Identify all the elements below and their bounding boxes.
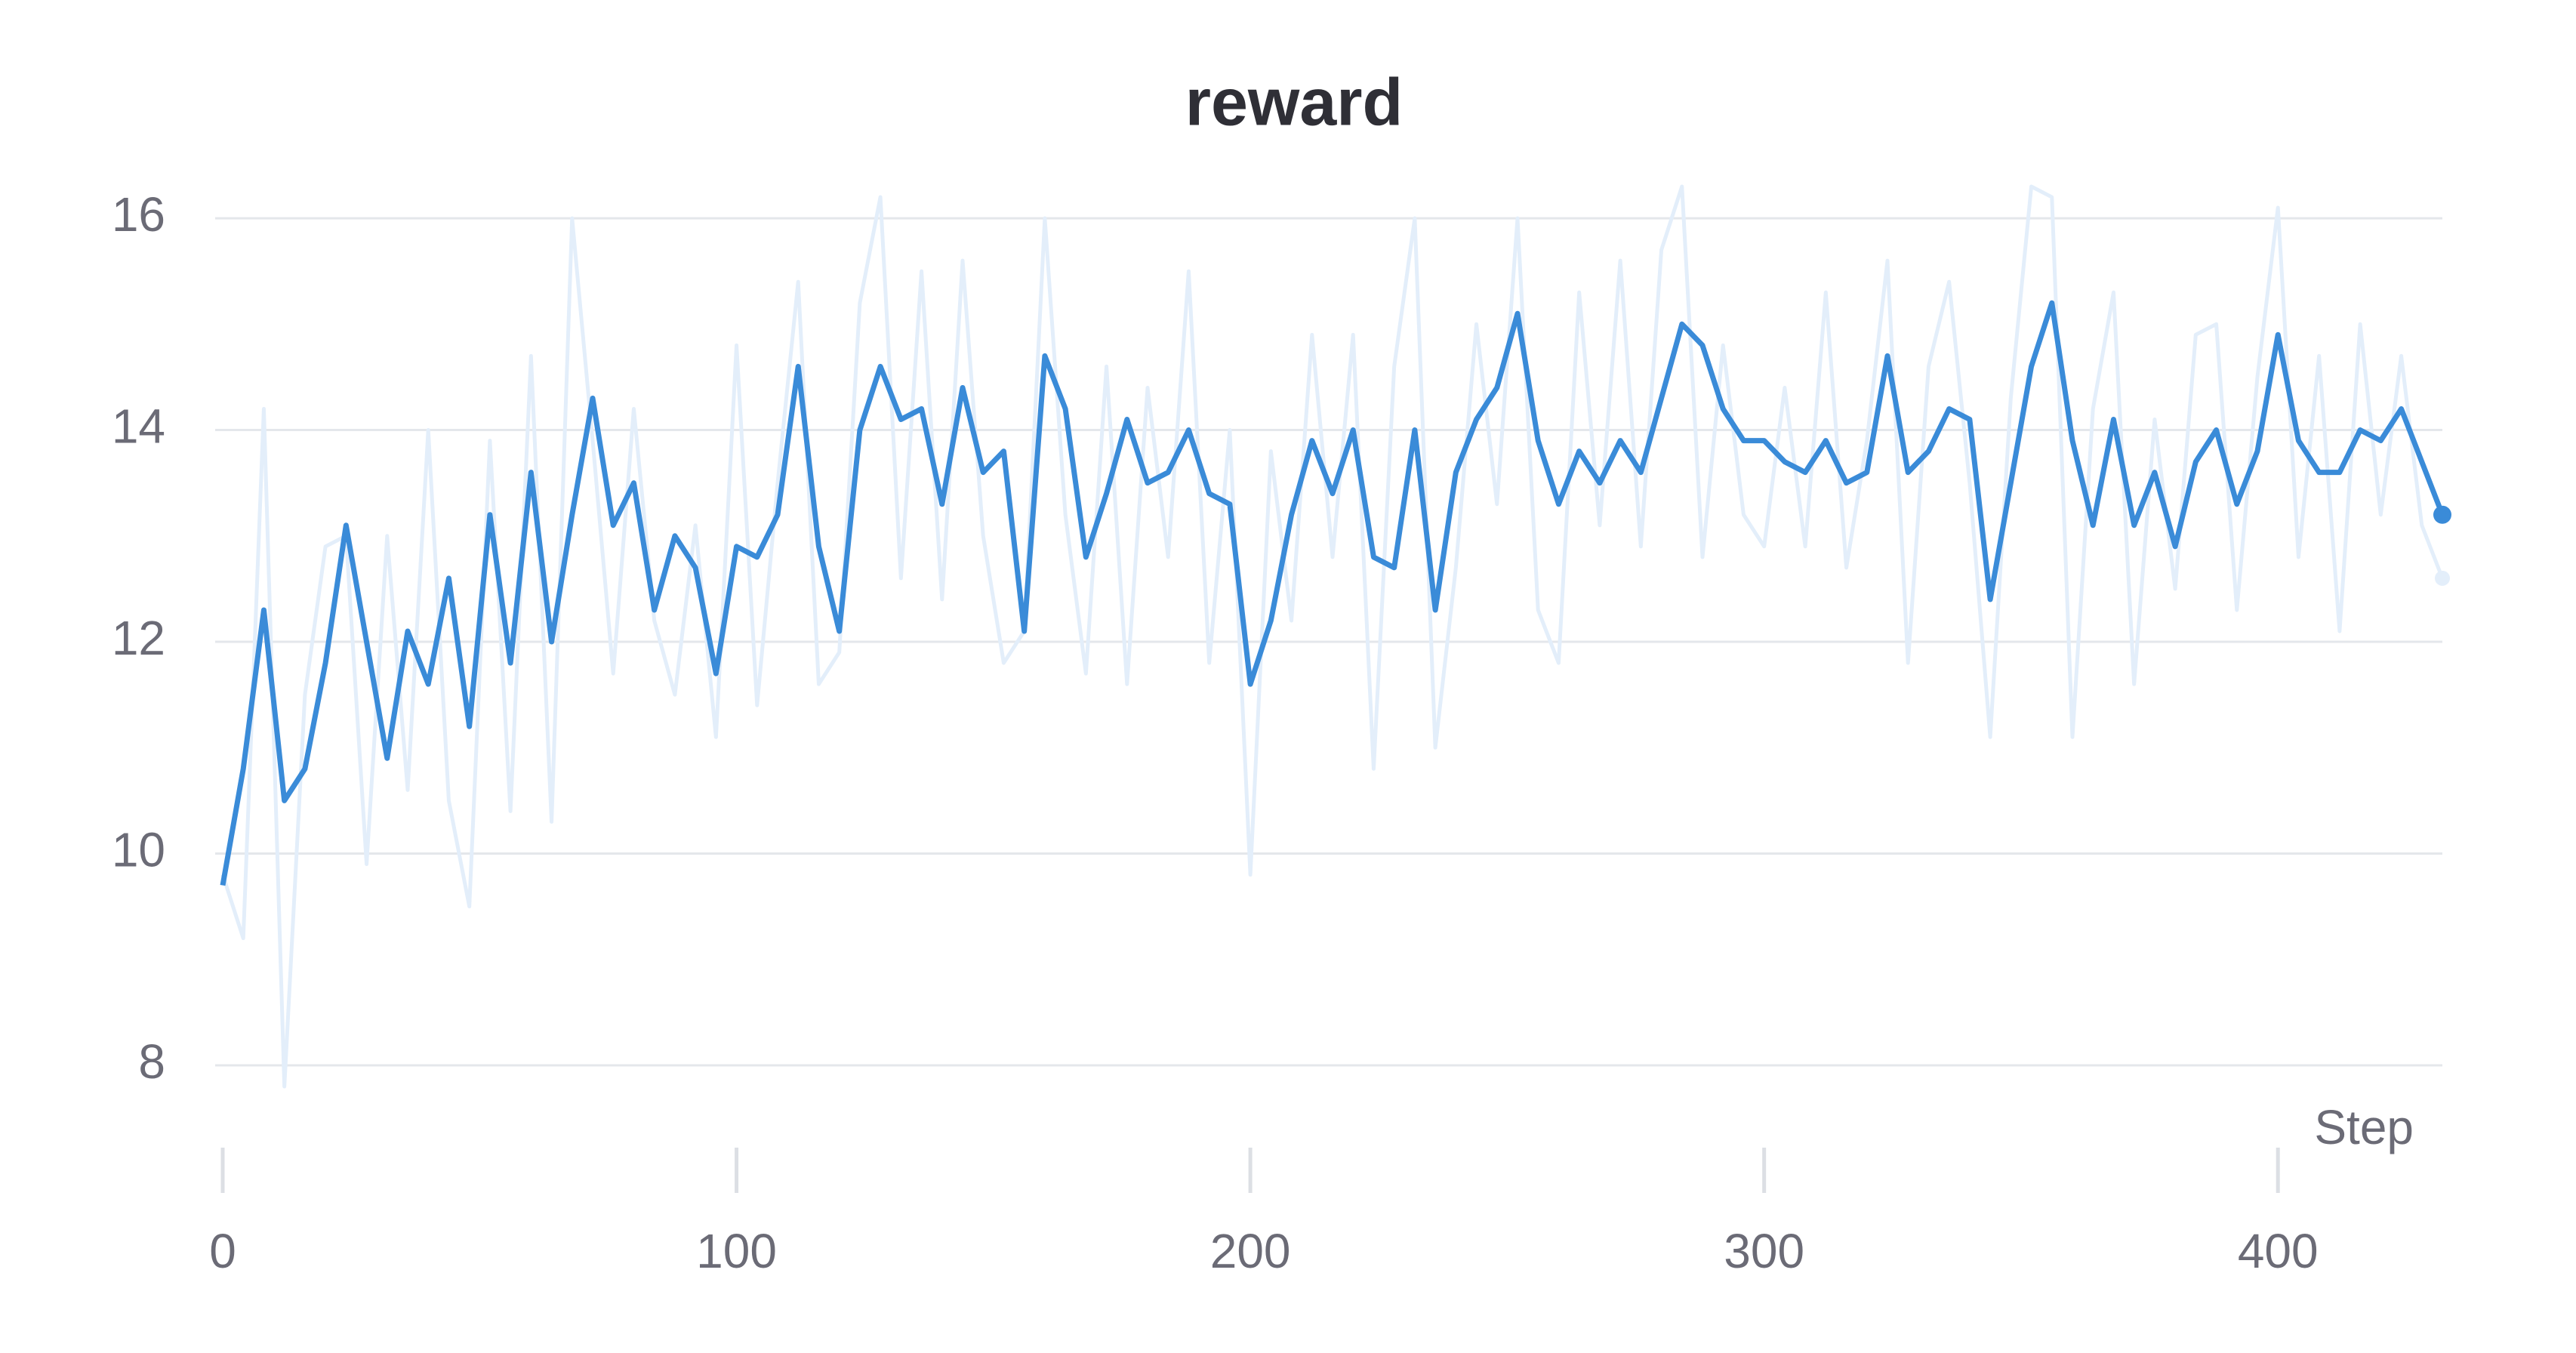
y-tick-label: 10 (112, 822, 165, 877)
y-tick-label: 8 (138, 1034, 165, 1089)
x-axis-label: Step (2314, 1100, 2414, 1154)
y-tick-label: 14 (112, 399, 165, 453)
y-tick-label: 16 (112, 187, 165, 242)
chart-title: reward (1185, 64, 1404, 139)
end-point (2433, 505, 2451, 524)
series-line (220, 300, 2445, 886)
x-tick-label: 0 (209, 1224, 236, 1278)
x-tick-label: 400 (2238, 1224, 2319, 1278)
series-line (220, 184, 2445, 1089)
y-tick-label: 12 (112, 611, 165, 665)
x-tick-label: 200 (1210, 1224, 1291, 1278)
x-tick-label: 100 (696, 1224, 777, 1278)
x-tick-label: 300 (1724, 1224, 1804, 1278)
end-point (2435, 570, 2450, 586)
